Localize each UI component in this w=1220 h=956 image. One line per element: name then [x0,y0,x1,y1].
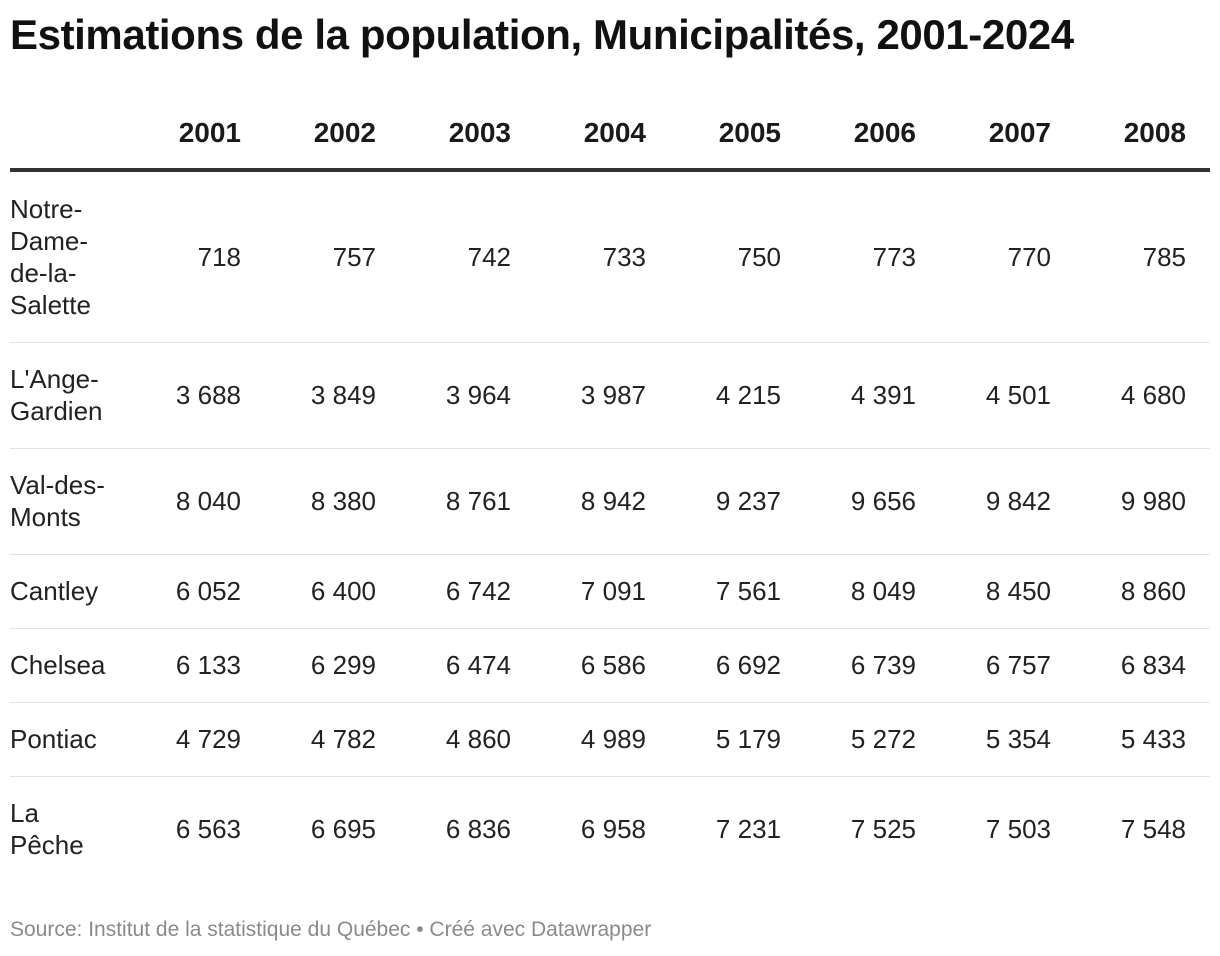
population-value-cell: 5 354 [940,702,1075,777]
table-row: Cantley 6 052 6 400 6 742 7 091 7 561 8 049 8 4… [10,554,1210,629]
population-value-cell: 785 [1075,170,1210,343]
population-value-cell: 3 688 [130,342,265,449]
population-value-cell: 5 179 [670,702,805,777]
population-value-cell: 4 680 [1075,342,1210,449]
municipality-name-line: Val-des- [10,470,105,500]
population-value-cell: 5 433 [1075,702,1210,777]
year-header: 2002 [265,98,400,172]
table-row: L'Ange- Gardien 3 688 3 849 3 964 3 987 4 215 4… [10,342,1210,449]
population-value-cell: 6 474 [400,628,535,703]
municipality-name-line: de-la- [10,257,77,288]
population-value-cell: 7 548 [1120,814,1186,845]
population-value-cell: 770 [940,170,1075,343]
population-value-cell: 4 782 [265,702,400,777]
population-value-cell: 4 860 [400,702,535,777]
population-value-cell: 742 [400,170,535,343]
municipality-name: Notre- Dame-de-la- Salette [10,170,130,343]
municipality-name: Pontiac [10,702,130,777]
name-column-header [10,98,130,172]
population-value-cell: 6 695 [310,814,376,845]
population-value-cell: 4 391 [805,342,940,449]
municipality-name: La Pêche [10,776,130,882]
municipality-name-line: L'Ange- [10,364,99,394]
population-value-cell: 6 958 [580,814,646,845]
population-value-cell: 8 942 [535,448,670,555]
year-header: 2003 [400,98,535,172]
population-value-cell: 6 739 [805,628,940,703]
population-value-cell: 7 231 [715,814,781,845]
population-value-cell: 757 [265,170,400,343]
table-row: Pontiac 4 729 4 782 4 860 4 989 5 179 5 272 5 3… [10,702,1210,777]
population-value-cell: 4 989 [535,702,670,777]
year-header: 2004 [535,98,670,172]
population-table: 2001 2002 2003 2004 2005 2006 2007 2008 … [10,98,1210,882]
population-value-cell: 8 380 [265,448,400,555]
population-value-cell: 7 091 [535,554,670,629]
table-row: La Pêche 6 563 6 695 6 836 6 958 7 231 7 525 7 5… [10,776,1210,882]
municipality-name-line: Pêche [10,830,84,861]
population-value-cell: 7 561 [670,554,805,629]
population-value-cell: 3 987 [535,342,670,449]
population-value-cell: 8 049 [805,554,940,629]
municipality-name: Cantley [10,554,130,629]
year-header: 2001 [130,98,265,172]
population-value-cell: 4 215 [670,342,805,449]
header-row: 2001 2002 2003 2004 2005 2006 2007 2008 [10,98,1210,172]
population-value-cell: 6 742 [400,554,535,629]
population-value-cell: 6 834 [1075,628,1210,703]
year-header: 2005 [670,98,805,172]
population-value-cell: 8 860 [1075,554,1210,629]
municipality-name: Chelsea [10,628,130,703]
population-value-cell: 718 [130,170,265,343]
population-value-cell: 6 299 [265,628,400,703]
chart-title: Estimations de la population, Municipali… [10,11,1074,58]
population-value-cell: 9 980 [1075,448,1210,555]
population-value-cell: 8 761 [400,448,535,555]
municipality-name-line: Salette [10,289,91,320]
source-note: Source: Institut de la statistique du Qu… [10,918,652,941]
table-row: Notre- Dame-de-la- Salette 718 757 742 733 750 7… [10,170,1210,343]
population-value-cell: 4 729 [130,702,265,777]
population-value-cell: 6 836 [445,814,511,845]
year-header: 2008 [1075,98,1210,172]
population-value-cell: 6 586 [535,628,670,703]
population-value-cell: 8 450 [940,554,1075,629]
population-value-cell: 3 964 [400,342,535,449]
municipality-name: Val-des- Monts [10,448,130,555]
table-row: Chelsea 6 133 6 299 6 474 6 586 6 692 6 739 6 7… [10,628,1210,703]
municipality-name-line: Gardien [10,396,103,426]
year-header: 2007 [940,98,1075,172]
population-value-cell: 7 503 [985,814,1051,845]
population-value-cell: 4 501 [940,342,1075,449]
population-value-cell: 9 237 [670,448,805,555]
population-value-cell: 5 272 [805,702,940,777]
population-value-cell: 7 525 [850,814,916,845]
population-value-cell: 6 133 [130,628,265,703]
population-value-cell: 6 563 [175,814,241,845]
population-value-cell: 6 052 [130,554,265,629]
population-value-cell: 9 656 [805,448,940,555]
municipality-name-line: La [10,798,39,829]
population-value-cell: 6 757 [940,628,1075,703]
municipality-name-line: Cantley [10,576,99,606]
population-value-cell: 750 [670,170,805,343]
municipality-name-line: Notre- [10,193,83,224]
table-row: Val-des- Monts 8 040 8 380 8 761 8 942 9 237 9 … [10,448,1210,555]
municipality-name-line: Monts [10,502,81,532]
municipality-name-line: Dame- [10,225,89,256]
population-value-cell: 6 400 [265,554,400,629]
population-value-cell: 8 040 [130,448,265,555]
population-value-cell: 9 842 [940,448,1075,555]
population-value-cell: 6 692 [670,628,805,703]
year-header: 2006 [805,98,940,172]
population-value-cell: 733 [535,170,670,343]
municipality-name-line: Pontiac [10,724,97,754]
table-body: Notre- Dame-de-la- Salette 718 757 742 733 750 7… [10,170,1210,882]
population-value-cell: 3 849 [265,342,400,449]
population-value-cell: 773 [805,170,940,343]
municipality-name: L'Ange- Gardien [10,342,130,449]
municipality-name-line: Chelsea [10,650,106,680]
